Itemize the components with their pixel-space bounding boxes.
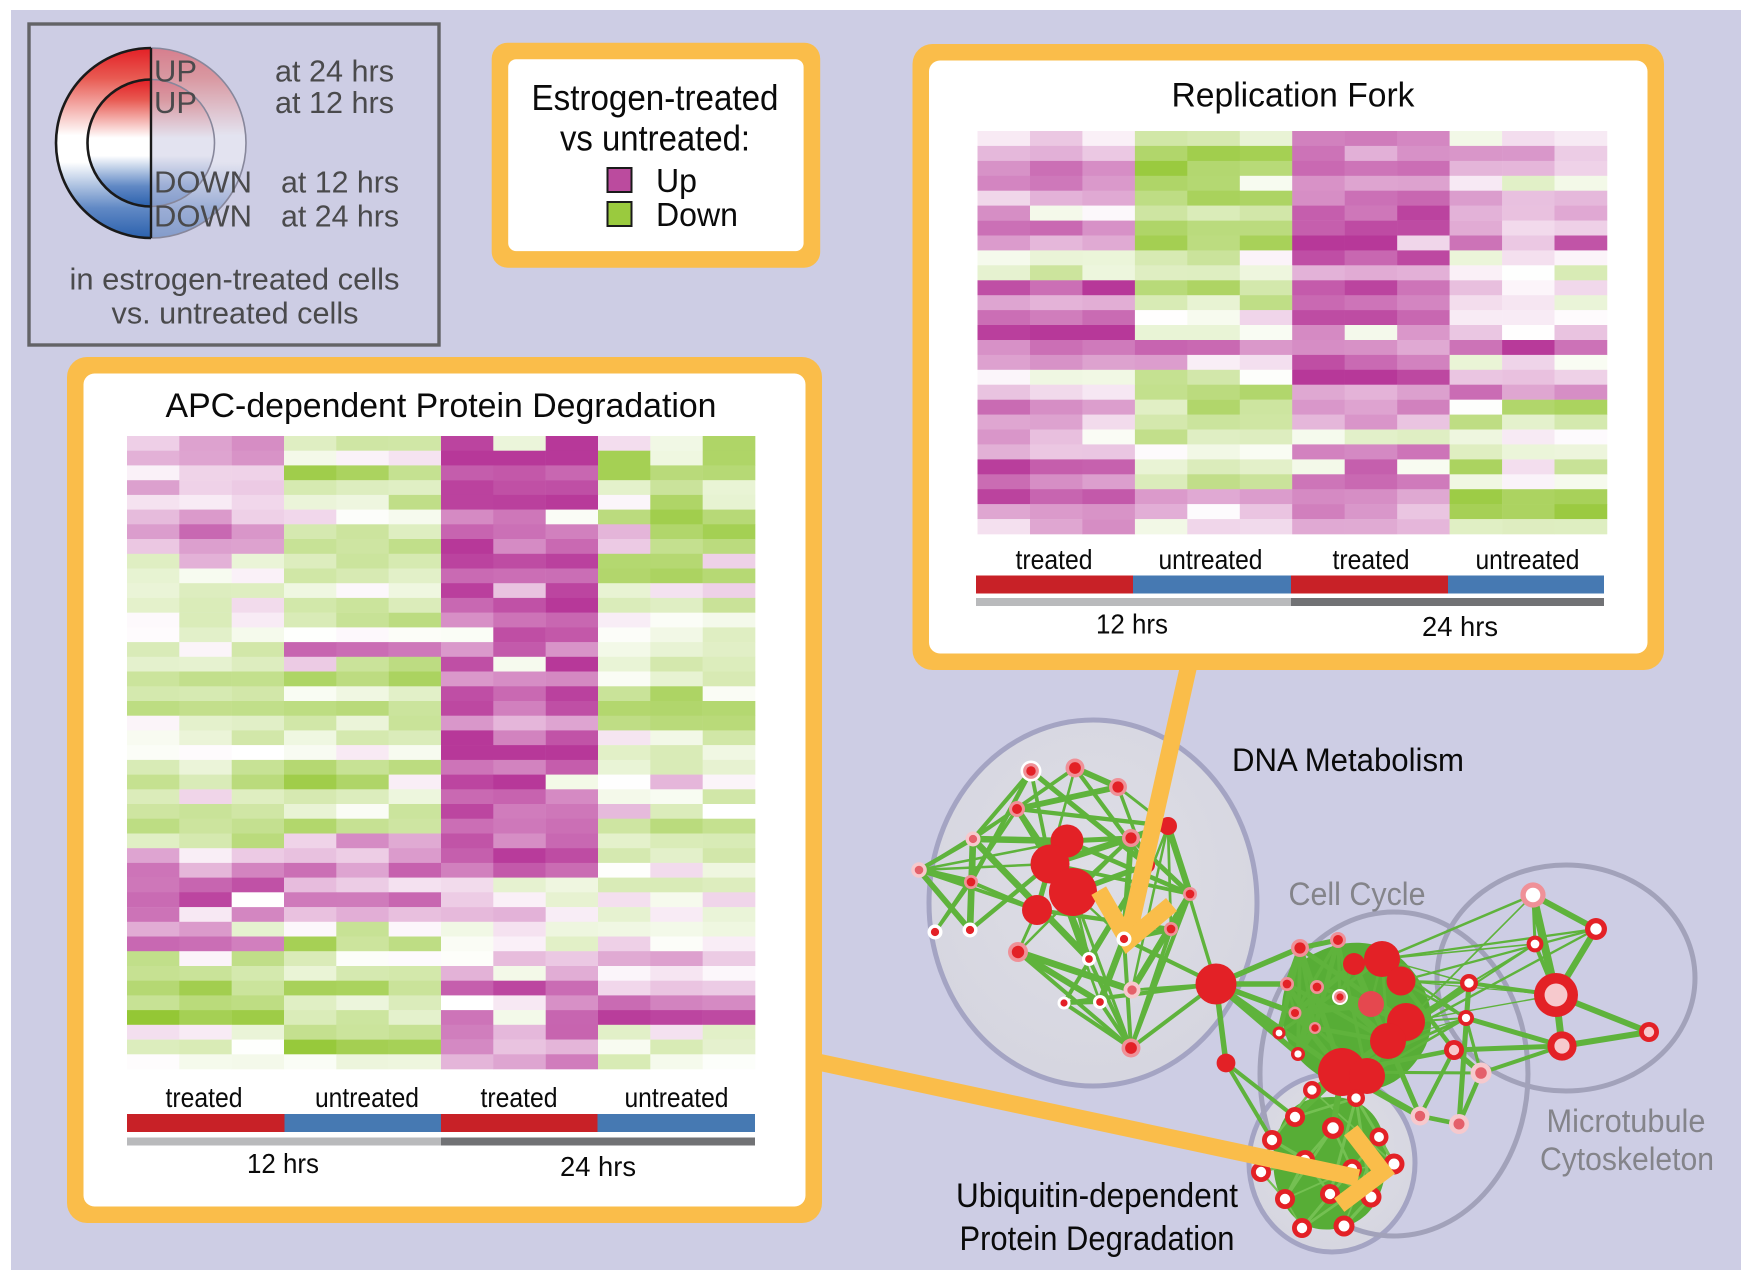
svg-text:Protein Degradation: Protein Degradation bbox=[960, 1220, 1235, 1258]
svg-text:DOWN: DOWN bbox=[154, 165, 252, 200]
svg-text:Replication Fork: Replication Fork bbox=[1172, 77, 1416, 115]
svg-text:UP: UP bbox=[154, 85, 197, 120]
svg-text:vs untreated:: vs untreated: bbox=[560, 118, 750, 159]
svg-text:treated: treated bbox=[166, 1082, 243, 1113]
svg-text:untreated: untreated bbox=[1476, 544, 1580, 575]
svg-text:untreated: untreated bbox=[315, 1082, 419, 1113]
svg-text:vs. untreated cells: vs. untreated cells bbox=[112, 296, 359, 331]
svg-text:Estrogen-treated: Estrogen-treated bbox=[532, 77, 779, 118]
svg-text:24 hrs: 24 hrs bbox=[1422, 611, 1498, 642]
svg-text:DNA Metabolism: DNA Metabolism bbox=[1232, 742, 1464, 778]
svg-text:at 12 hrs: at 12 hrs bbox=[275, 85, 394, 120]
svg-text:DOWN: DOWN bbox=[154, 199, 252, 234]
svg-text:treated: treated bbox=[481, 1082, 558, 1113]
svg-text:at 24 hrs: at 24 hrs bbox=[281, 199, 399, 234]
svg-text:Cytoskeleton: Cytoskeleton bbox=[1540, 1141, 1714, 1177]
svg-text:at 24 hrs: at 24 hrs bbox=[275, 54, 394, 89]
svg-text:Microtubule: Microtubule bbox=[1547, 1103, 1706, 1139]
svg-text:untreated: untreated bbox=[1159, 544, 1263, 575]
svg-text:at 12 hrs: at 12 hrs bbox=[281, 165, 399, 200]
svg-text:Down: Down bbox=[656, 196, 738, 233]
svg-text:treated: treated bbox=[1016, 544, 1093, 575]
svg-text:UP: UP bbox=[154, 54, 197, 89]
svg-text:12 hrs: 12 hrs bbox=[1096, 609, 1168, 640]
svg-text:Ubiquitin-dependent: Ubiquitin-dependent bbox=[956, 1177, 1239, 1215]
svg-text:APC-dependent Protein Degradat: APC-dependent Protein Degradation bbox=[166, 387, 717, 425]
svg-text:Cell Cycle: Cell Cycle bbox=[1289, 876, 1426, 912]
svg-text:untreated: untreated bbox=[625, 1082, 729, 1113]
svg-text:Up: Up bbox=[656, 162, 697, 199]
svg-text:24 hrs: 24 hrs bbox=[560, 1151, 636, 1182]
svg-text:treated: treated bbox=[1333, 544, 1410, 575]
svg-text:12 hrs: 12 hrs bbox=[247, 1148, 319, 1179]
svg-text:in estrogen-treated cells: in estrogen-treated cells bbox=[70, 262, 400, 297]
